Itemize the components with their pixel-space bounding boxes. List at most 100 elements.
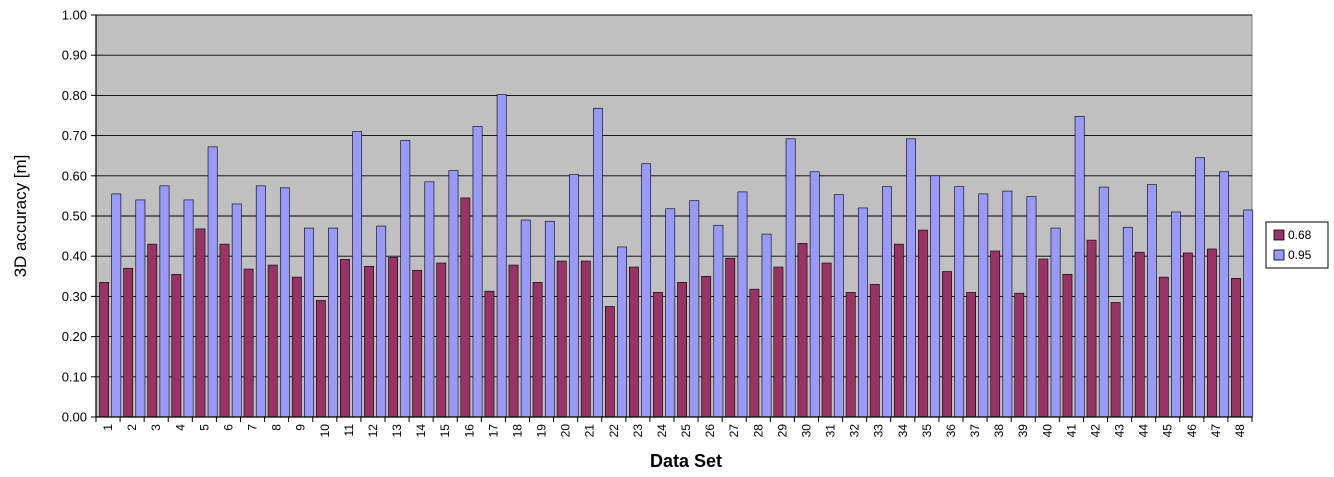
bar-0.95-2 xyxy=(135,199,146,418)
y-tick-label: 0.70 xyxy=(62,128,87,143)
x-tick-label: 27 xyxy=(727,424,741,438)
plot-area xyxy=(95,14,1254,418)
x-tick-label: 2 xyxy=(125,424,139,431)
bar-0.95-39 xyxy=(1026,196,1037,418)
x-tick-label: 8 xyxy=(270,424,284,431)
bar-0.68-44 xyxy=(1134,251,1145,418)
x-tick-label: 16 xyxy=(462,424,476,438)
x-tick-label: 48 xyxy=(1233,424,1247,438)
bar-0.68-16 xyxy=(460,197,471,418)
bar-0.68-29 xyxy=(773,266,784,418)
x-tick-label: 30 xyxy=(799,424,813,438)
bar-0.68-18 xyxy=(508,264,519,418)
bar-0.68-27 xyxy=(725,257,736,418)
bar-0.95-32 xyxy=(857,207,868,418)
bar-0.68-20 xyxy=(556,260,567,418)
bar-0.95-35 xyxy=(930,175,941,418)
bar-0.95-30 xyxy=(809,171,820,418)
legend-swatch-0.95 xyxy=(1273,249,1285,261)
bar-0.68-41 xyxy=(1062,273,1073,418)
bar-0.68-9 xyxy=(291,276,302,418)
x-tick-label: 25 xyxy=(679,424,693,438)
x-tick-label: 33 xyxy=(872,424,886,438)
x-tick-label: 4 xyxy=(173,424,187,431)
bar-0.95-3 xyxy=(159,185,170,418)
x-tick-label: 44 xyxy=(1137,424,1151,438)
x-tick-label: 36 xyxy=(944,424,958,438)
bar-0.95-11 xyxy=(352,131,363,418)
bar-0.68-34 xyxy=(893,243,904,418)
bar-0.68-10 xyxy=(315,300,326,418)
y-tick-label: 0.50 xyxy=(62,209,87,224)
bar-0.95-23 xyxy=(641,163,652,418)
x-tick-label: 5 xyxy=(197,424,211,431)
bar-0.68-32 xyxy=(845,292,856,418)
x-tick-label: 28 xyxy=(751,424,765,438)
bar-0.95-21 xyxy=(593,107,603,418)
bar-0.68-24 xyxy=(653,292,663,418)
x-tick-label: 11 xyxy=(342,424,356,437)
x-tick-label: 18 xyxy=(510,424,524,438)
bar-0.95-31 xyxy=(833,194,844,418)
bar-0.68-21 xyxy=(580,260,591,418)
bar-0.95-48 xyxy=(1243,209,1254,418)
bar-0.68-42 xyxy=(1086,239,1097,418)
x-tick-label: 23 xyxy=(631,424,645,438)
x-tick-label: 26 xyxy=(703,424,717,438)
x-tick-label: 20 xyxy=(559,424,573,438)
y-tick-label: 0.40 xyxy=(62,249,87,264)
x-tick-label: 14 xyxy=(414,424,428,438)
bar-0.95-17 xyxy=(496,94,507,418)
bar-0.68-30 xyxy=(797,243,808,418)
bar-0.68-45 xyxy=(1158,276,1169,418)
bar-0.95-19 xyxy=(544,220,555,418)
y-tick-label: 0.80 xyxy=(62,88,87,103)
bar-0.68-38 xyxy=(990,250,1001,418)
bar-0.95-33 xyxy=(882,186,892,418)
x-tick-label: 10 xyxy=(318,424,332,438)
bar-0.95-1 xyxy=(111,193,122,418)
x-tick-label: 17 xyxy=(486,424,500,438)
x-tick-label: 9 xyxy=(294,424,308,431)
bar-0.68-4 xyxy=(171,273,182,418)
bar-0.95-8 xyxy=(279,187,290,418)
bar-0.68-6 xyxy=(219,243,230,418)
bar-0.95-36 xyxy=(954,186,965,418)
bar-0.95-10 xyxy=(328,227,338,418)
bar-0.95-37 xyxy=(978,193,989,418)
bar-0.95-14 xyxy=(424,181,435,418)
x-tick-label: 22 xyxy=(607,424,621,438)
bar-0.95-34 xyxy=(906,138,916,418)
y-tick-label: 1.00 xyxy=(62,8,87,23)
x-tick-label: 34 xyxy=(896,424,910,438)
bar-0.68-15 xyxy=(436,262,447,418)
x-axis-title: Data Set xyxy=(650,451,722,471)
x-tick-label: 12 xyxy=(366,424,380,438)
bar-0.68-47 xyxy=(1207,248,1217,418)
x-tick-label: 38 xyxy=(992,424,1006,438)
bar-0.95-7 xyxy=(255,185,266,418)
bar-0.68-22 xyxy=(604,306,615,418)
bar-0.68-23 xyxy=(629,266,639,418)
legend-swatch-0.68 xyxy=(1273,229,1285,241)
x-tick-label: 40 xyxy=(1040,424,1054,438)
bar-0.68-48 xyxy=(1231,278,1241,418)
bar-0.68-12 xyxy=(364,265,374,418)
bar-0.95-46 xyxy=(1195,157,1205,418)
bar-0.68-17 xyxy=(484,290,495,418)
x-tick-label: 39 xyxy=(1016,424,1030,438)
bar-0.68-25 xyxy=(677,282,687,418)
bar-0.68-1 xyxy=(99,282,109,418)
bar-0.95-18 xyxy=(520,219,531,418)
bar-0.95-43 xyxy=(1122,226,1133,418)
bar-0.95-6 xyxy=(231,203,242,418)
y-tick-label: 0.30 xyxy=(62,289,87,304)
bar-0.68-31 xyxy=(821,262,832,418)
bar-0.95-27 xyxy=(737,191,748,418)
bar-0.95-42 xyxy=(1098,186,1109,418)
bar-0.68-40 xyxy=(1038,258,1049,418)
bar-0.95-45 xyxy=(1171,211,1181,418)
bar-0.68-5 xyxy=(195,228,206,418)
